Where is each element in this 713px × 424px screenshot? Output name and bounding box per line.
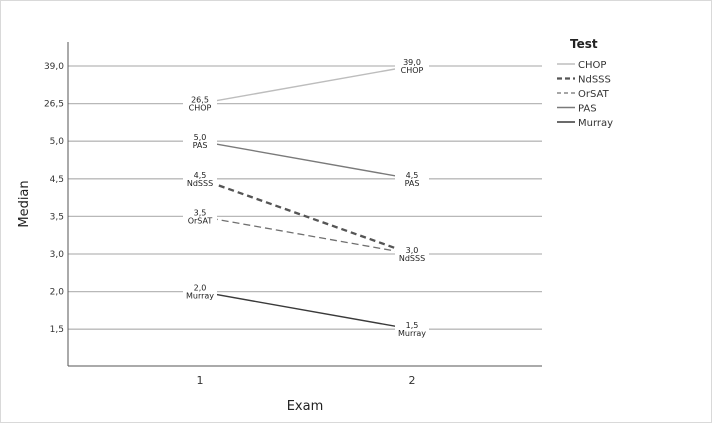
- legend-label-murray: Murray: [578, 118, 613, 129]
- data-label-background: [395, 57, 429, 75]
- data-label-value: 4,5: [406, 171, 419, 180]
- axes: [67, 42, 542, 367]
- series-lines: [199, 65, 413, 330]
- data-label-background: [183, 132, 217, 151]
- data-label-test: PAS: [405, 179, 420, 188]
- data-label-value: 4,5: [194, 171, 207, 180]
- y-tick-labels: 1,5 2,0 3,0 3,5 4,5 5,0 26,5 39,0: [44, 62, 64, 335]
- data-label-value: 3,5: [194, 208, 207, 217]
- series-line-orsat: [199, 215, 413, 255]
- data-label-background: [395, 245, 429, 263]
- data-label-background: [395, 169, 429, 188]
- y-tick-label: 4,5: [50, 175, 64, 185]
- data-label-test: PAS: [193, 141, 208, 150]
- y-tick-label: 3,0: [50, 250, 65, 260]
- legend: Test CHOP NdSSS OrSAT PAS Murray: [557, 37, 613, 129]
- x-tick-label: 2: [409, 374, 416, 387]
- y-tick-label: 39,0: [44, 62, 64, 72]
- legend-title: Test: [570, 37, 598, 51]
- data-label-test: CHOP: [401, 66, 424, 75]
- x-tick-label: 1: [197, 374, 204, 387]
- data-label-background: [183, 169, 217, 188]
- data-label-test: Murray: [186, 292, 214, 301]
- data-label-value: 2,0: [194, 284, 207, 293]
- series-line-murray: [199, 290, 413, 330]
- x-axis-title: Exam: [287, 399, 324, 414]
- y-axis-title: Median: [17, 180, 32, 227]
- y-tick-label: 3,5: [50, 212, 64, 222]
- data-label-background: [183, 282, 217, 301]
- legend-label-ndsss: NdSSS: [578, 75, 611, 86]
- data-label-background: [183, 207, 217, 226]
- data-label-background: [395, 320, 429, 339]
- y-tick-label: 1,5: [50, 325, 64, 335]
- y-tick-label: 5,0: [50, 137, 65, 147]
- data-label-test: Murray: [398, 329, 426, 338]
- data-labels: 26,5CHOP5,0PAS4,5NdSSS3,5OrSAT2,0Murray3…: [183, 57, 429, 339]
- data-label-value: 1,5: [406, 321, 419, 330]
- series-line-ndsss: [199, 177, 413, 256]
- legend-label-orsat: OrSAT: [578, 89, 610, 100]
- y-tick-label: 26,5: [44, 100, 64, 110]
- data-label-value: 39,0: [403, 58, 421, 67]
- data-label-test: NdSSS: [399, 254, 425, 263]
- data-label-test: CHOP: [189, 104, 212, 113]
- legend-label-chop: CHOP: [578, 60, 606, 71]
- data-label-value: 3,0: [406, 246, 419, 255]
- data-label-test: NdSSS: [187, 179, 213, 188]
- data-label-value: 5,0: [194, 133, 207, 142]
- data-label-value: 26,5: [191, 96, 209, 105]
- data-label-test: OrSAT: [188, 216, 213, 225]
- gridlines: [68, 65, 542, 330]
- legend-label-pas: PAS: [578, 104, 597, 115]
- data-label-background: [183, 94, 217, 113]
- series-line-chop: [199, 65, 413, 105]
- series-line-pas: [199, 140, 413, 180]
- y-tick-label: 2,0: [50, 288, 65, 298]
